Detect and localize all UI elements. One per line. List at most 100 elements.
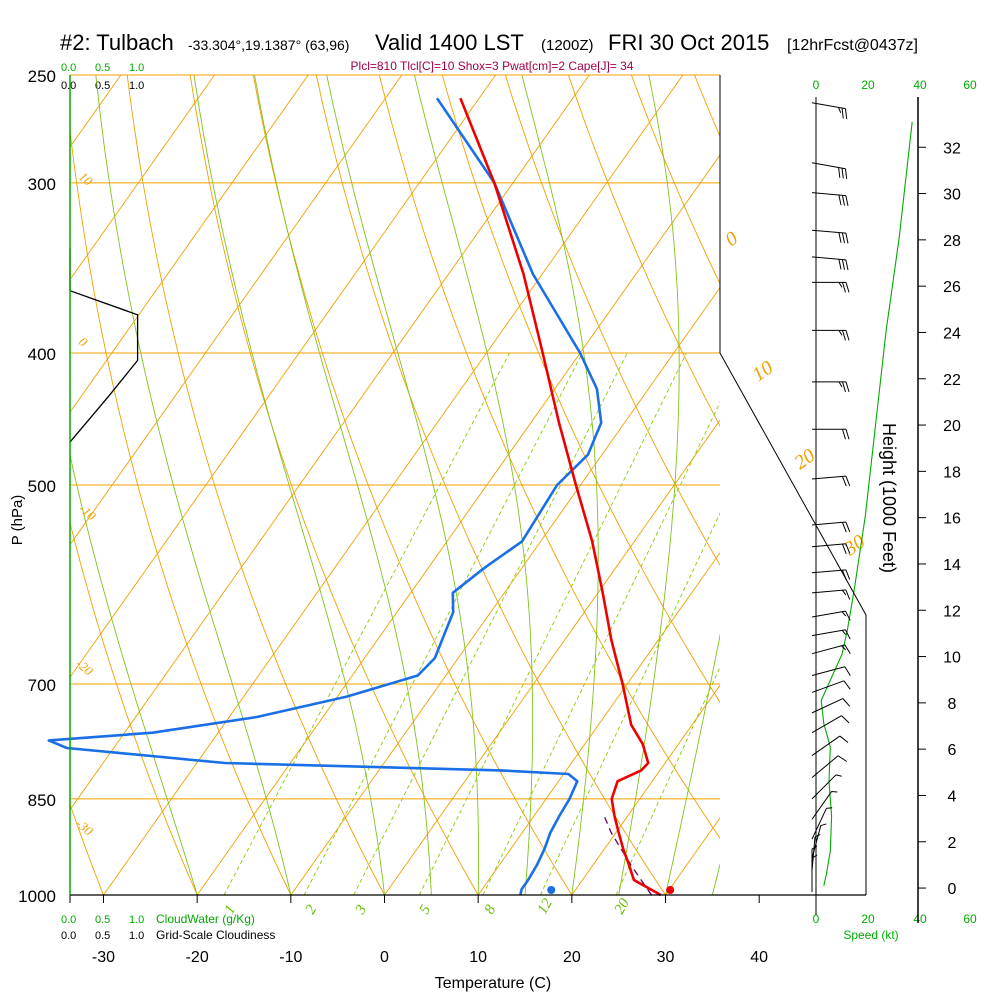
wind-barb (812, 428, 850, 440)
mixing-ratio-label: 12 (535, 896, 557, 917)
speed-top-tick-0: 0 (813, 78, 820, 92)
barb-flag (841, 259, 845, 270)
barb-staff (811, 229, 846, 234)
barb-staff (811, 610, 846, 618)
barb-staff (811, 521, 846, 526)
moist-adiabat (413, 75, 534, 895)
wind-barb (811, 162, 848, 180)
cw-bottom-tick-1: 0.5 (95, 914, 110, 926)
barb-flag (845, 589, 851, 600)
pressure-tick-label: 250 (28, 67, 56, 86)
pressure-tick-label: 400 (28, 345, 56, 364)
wind-barb (811, 807, 833, 840)
height-tick-label: 2 (948, 835, 957, 852)
mixing-ratio-label: 8 (482, 902, 500, 917)
barb-staff (811, 791, 832, 820)
cloudiness-label: Grid-Scale Cloudiness (156, 928, 275, 942)
mixing-ratio-label: 2 (303, 902, 321, 917)
zulu-time: (1200Z) (541, 37, 594, 54)
dry-adiabat-label: -30 (73, 816, 96, 839)
wind-barb (811, 755, 848, 778)
dry-adiabat (504, 75, 720, 567)
height-tick-label: 10 (943, 650, 961, 667)
wind-barb (811, 774, 842, 800)
wind-barb (811, 680, 851, 693)
gs-top-tick-2: 1.0 (129, 80, 144, 92)
barb-flag (841, 168, 844, 179)
barb-flag (838, 107, 842, 114)
barb-flag (838, 381, 843, 388)
speed-bottom-tick-20: 20 (861, 912, 875, 926)
dry-adiabat-label: 0 (76, 334, 91, 350)
barb-flag (841, 232, 845, 244)
dry-adiabat (567, 75, 720, 427)
barb-flag (845, 381, 850, 393)
height-tick-label: 22 (943, 372, 961, 389)
temperature-tick-label: 40 (750, 949, 768, 966)
barb-flag (841, 522, 847, 533)
barb-flag (838, 330, 843, 336)
barb-flag (844, 168, 848, 180)
height-tick-label: 32 (943, 140, 961, 157)
barb-staff (811, 755, 839, 778)
gs-bottom-tick-0: 0.0 (61, 930, 76, 942)
moist-adiabat (193, 75, 385, 895)
dry-adiabat (252, 75, 573, 895)
barb-flag (842, 330, 846, 341)
wind-barb (811, 854, 818, 893)
plot-area (0, 75, 1000, 895)
gs-bottom-tick-2: 1.0 (129, 930, 144, 942)
barb-flag (826, 807, 833, 809)
moist-adiabat (254, 75, 432, 895)
surface-temperature-marker (666, 886, 675, 894)
temperature-tick-label: 30 (657, 949, 675, 966)
moist-adiabat (521, 75, 599, 895)
sounding-parameters: Plcl=810 Tlcl[C]=10 Shox=3 Pwat[cm]=2 Ca… (351, 59, 634, 73)
speed-bottom-tick-60: 60 (963, 912, 977, 926)
speed-bottom-tick-40: 40 (913, 912, 927, 926)
dry-adiabat (884, 75, 1000, 895)
mixing-ratio-line (223, 352, 510, 895)
mixing-ratio-label: 3 (352, 903, 370, 918)
wind-speed-axis-label: Speed (kt) (843, 928, 898, 942)
barb-staff (811, 735, 841, 756)
barb-flag (841, 611, 847, 617)
moist-adiabat (326, 75, 479, 895)
mixing-ratio-line (539, 512, 720, 895)
barb-flag (837, 755, 848, 762)
dry-adiabat (0, 75, 10, 895)
height-tick-label: 28 (943, 233, 961, 250)
dry-adiabat-label: 20 (790, 445, 819, 474)
barb-flag (841, 569, 847, 581)
gs-top-tick-0: 0.0 (61, 80, 76, 92)
temperature-tick-label: -30 (92, 949, 115, 966)
barb-flag (811, 845, 818, 850)
barb-flag (841, 715, 850, 724)
gs-bottom-tick-1: 0.5 (95, 930, 110, 942)
dry-adiabat (441, 75, 720, 704)
pressure-tick-label: 1000 (18, 887, 56, 906)
barb-staff (811, 644, 845, 655)
dry-adiabat-label: 30 (839, 531, 869, 561)
barb-flag (841, 543, 847, 554)
barb-flag (838, 232, 842, 243)
barb-flag (845, 569, 851, 580)
cw-top-tick-0: 0.0 (61, 62, 76, 74)
mixing-ratio-label: 5 (417, 902, 435, 917)
wind-barb (811, 666, 851, 676)
dry-adiabat (821, 75, 1000, 895)
barb-flag (845, 282, 850, 293)
cloudwater-label: CloudWater (g/Kg) (156, 912, 255, 926)
barb-staff (811, 808, 827, 840)
dry-adiabat-label: 10 (76, 169, 96, 189)
moist-adiabat (70, 453, 198, 895)
barb-flag (841, 645, 847, 651)
speed-bottom-tick-0: 0 (813, 912, 820, 926)
parcel-path (603, 815, 653, 896)
dry-adiabat-label: 0 (721, 227, 742, 251)
dry-adiabat-label: -10 (76, 501, 99, 524)
barb-staff (811, 192, 846, 197)
surface-dewpoint-marker (547, 886, 556, 894)
